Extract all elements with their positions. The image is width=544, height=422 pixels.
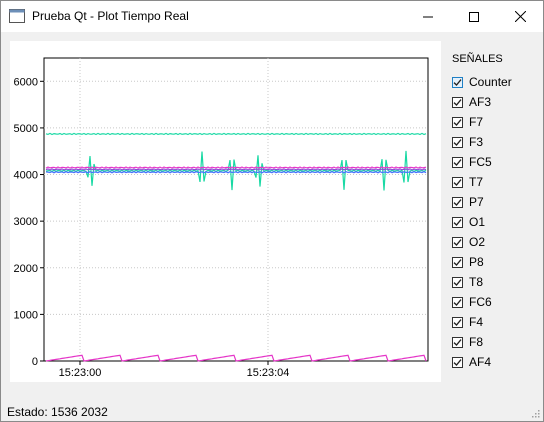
checkmark-icon: [453, 218, 462, 226]
realtime-plot[interactable]: 0 1000 2000 3000 4000 5000 6000 15:23:00 15:23:0…: [10, 41, 441, 382]
signal-label: O1: [469, 215, 486, 229]
signal-label: Counter: [469, 75, 512, 89]
signal-label: F3: [469, 135, 484, 149]
signal-checkbox[interactable]: [452, 196, 463, 208]
checkmark-icon: [453, 258, 462, 266]
title-bar[interactable]: Prueba Qt - Plot Tiempo Real: [1, 1, 543, 32]
checkmark-icon: [453, 198, 462, 206]
signal-checkbox[interactable]: [452, 336, 463, 348]
checkmark-icon: [453, 238, 462, 246]
y-tick-label: 2000: [14, 263, 38, 275]
signal-row-f3[interactable]: F3: [452, 133, 483, 151]
signal-label: O2: [469, 235, 486, 249]
close-icon: [514, 11, 526, 22]
signal-row-fc5[interactable]: FC5: [452, 153, 492, 171]
checkmark-icon: [453, 178, 462, 186]
signal-checkbox[interactable]: [452, 316, 463, 328]
y-tick-label: 6000: [14, 76, 38, 88]
y-tick-label: 1000: [14, 309, 38, 321]
signal-row-f8[interactable]: F8: [452, 333, 483, 351]
signal-row-f4[interactable]: F4: [452, 313, 483, 331]
plot-panel[interactable]: 0 1000 2000 3000 4000 5000 6000 15:23:00 15:23:0…: [10, 41, 441, 382]
plot-frame: [43, 57, 429, 362]
signals-panel: SEÑALES Counter AF3 F7 F3 FC5 T7 P7 O1 O2 P8 T8 FC6…: [449, 49, 543, 379]
signal-checkbox[interactable]: [452, 216, 463, 228]
signal-checkbox[interactable]: [452, 276, 463, 288]
signal-label: F8: [469, 335, 484, 349]
series-line-2: [45, 166, 427, 169]
signal-checkbox[interactable]: [452, 116, 463, 128]
signal-label: F4: [469, 315, 484, 329]
checkmark-icon: [453, 298, 462, 306]
minimize-icon: [423, 16, 433, 17]
app-icon: [9, 9, 25, 23]
status-text: Estado: 1536 2032: [7, 405, 108, 419]
signal-label: AF4: [469, 355, 492, 369]
checkmark-icon: [453, 318, 462, 326]
signal-label: AF3: [469, 95, 492, 109]
signal-label: FC6: [469, 295, 492, 309]
signal-label: P7: [469, 195, 484, 209]
size-grip-icon[interactable]: [530, 408, 540, 418]
series-line-0: [45, 132, 427, 136]
signal-checkbox[interactable]: [452, 96, 463, 108]
signal-label: F7: [469, 115, 484, 129]
signal-checkbox[interactable]: [452, 236, 463, 248]
checkmark-icon: [453, 98, 462, 106]
signal-checkbox[interactable]: [452, 156, 463, 168]
signal-checkbox[interactable]: [452, 176, 463, 188]
signal-row-fc6[interactable]: FC6: [452, 293, 492, 311]
minimize-button[interactable]: [405, 1, 451, 32]
signal-row-o1[interactable]: O1: [452, 213, 485, 231]
signal-checkbox[interactable]: [452, 296, 463, 308]
close-button[interactable]: [497, 1, 543, 32]
checkmark-icon: [453, 118, 462, 126]
signal-label: T8: [469, 275, 484, 289]
signal-checkbox[interactable]: [452, 76, 463, 88]
signal-row-counter[interactable]: Counter: [452, 73, 512, 91]
checkmark-icon: [453, 138, 462, 146]
signal-label: T7: [469, 175, 484, 189]
signal-row-p8[interactable]: P8: [452, 253, 484, 271]
maximize-icon: [469, 11, 479, 22]
series-line-1: [45, 150, 427, 191]
status-bar: Estado: 1536 2032: [1, 397, 543, 421]
series-line-4: [45, 170, 427, 174]
y-tick-label: 3000: [14, 216, 38, 228]
signals-heading: SEÑALES: [452, 53, 503, 65]
signal-row-p7[interactable]: P7: [452, 193, 484, 211]
signal-row-af4[interactable]: AF4: [452, 353, 491, 371]
checkmark-icon: [453, 358, 462, 366]
series-line-5: [45, 354, 427, 362]
signal-row-af3[interactable]: AF3: [452, 93, 491, 111]
checkmark-icon: [453, 338, 462, 346]
y-tick-label: 5000: [14, 123, 38, 135]
x-tick-label: 15:23:00: [59, 367, 102, 379]
maximize-button[interactable]: [451, 1, 497, 32]
series-line-3: [45, 168, 427, 171]
signal-checkbox[interactable]: [452, 356, 463, 368]
signal-row-f7[interactable]: F7: [452, 113, 483, 131]
y-tick-label: 0: [32, 356, 38, 368]
y-tick-label: 4000: [14, 170, 38, 182]
signal-row-t8[interactable]: T8: [452, 273, 483, 291]
signal-checkbox[interactable]: [452, 256, 463, 268]
window-title: Prueba Qt - Plot Tiempo Real: [32, 9, 189, 23]
signal-label: P8: [469, 255, 484, 269]
signal-row-o2[interactable]: O2: [452, 233, 485, 251]
x-tick-label: 15:23:04: [247, 367, 290, 379]
signal-checkbox[interactable]: [452, 136, 463, 148]
signal-row-t7[interactable]: T7: [452, 173, 483, 191]
checkmark-icon: [453, 78, 462, 86]
checkmark-icon: [453, 158, 462, 166]
checkmark-icon: [453, 278, 462, 286]
signal-label: FC5: [469, 155, 492, 169]
